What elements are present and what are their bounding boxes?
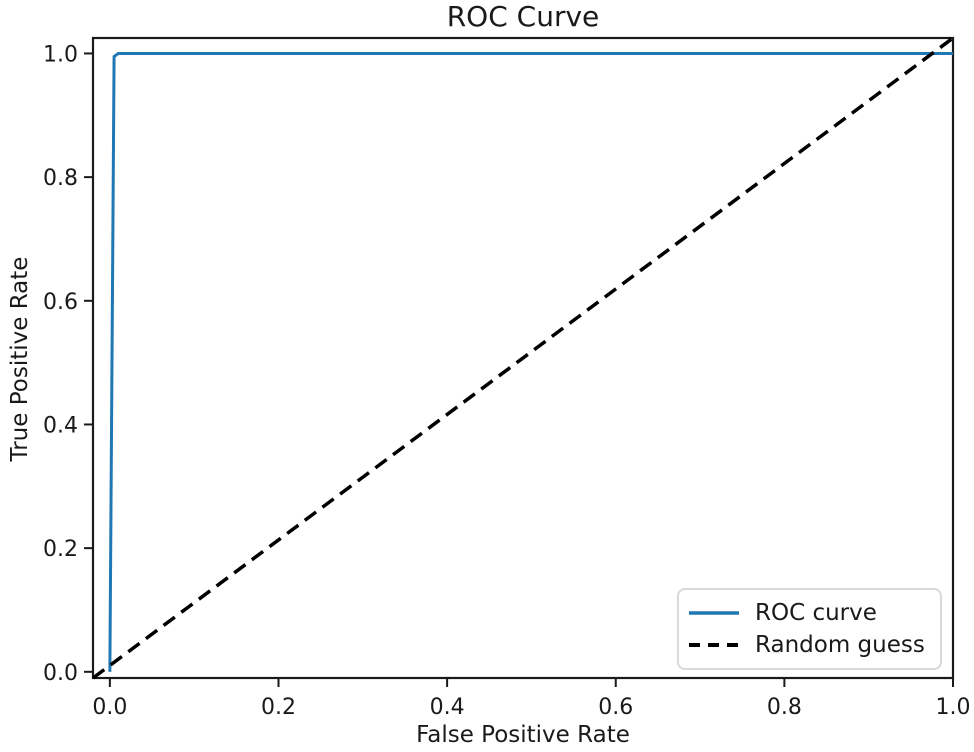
random-guess-line-sample [689, 643, 739, 647]
roc-curve-line-sample [689, 611, 739, 615]
x-tick-label: 1.0 [936, 695, 971, 720]
y-tick-label: 0.2 [43, 537, 78, 562]
y-tick-label: 0.6 [43, 290, 78, 315]
y-tick-label: 0.4 [43, 413, 78, 438]
legend: ROC curve Random guess [677, 588, 942, 670]
chart-title: ROC Curve [446, 0, 600, 33]
x-tick-label: 0.2 [261, 695, 296, 720]
x-tick-label: 0.8 [767, 695, 802, 720]
series-line-random-guess [91, 36, 955, 680]
legend-label-roc-curve: ROC curve [755, 600, 877, 626]
x-tick-label: 0.0 [92, 695, 127, 720]
y-tick-label: 0.0 [43, 661, 78, 686]
series-line-roc-curve [108, 51, 953, 672]
plot-spines [91, 36, 955, 680]
legend-item-roc-curve: ROC curve [687, 600, 932, 626]
y-axis-label: True Positive Rate [7, 256, 33, 462]
y-tick-label: 0.8 [43, 166, 78, 191]
x-tick-label: 0.6 [598, 695, 633, 720]
x-axis-label: False Positive Rate [416, 722, 630, 748]
legend-item-random-guess: Random guess [687, 632, 932, 658]
x-tick-label: 0.4 [430, 695, 465, 720]
legend-label-random-guess: Random guess [755, 632, 925, 658]
y-tick-label: 1.0 [43, 42, 78, 67]
